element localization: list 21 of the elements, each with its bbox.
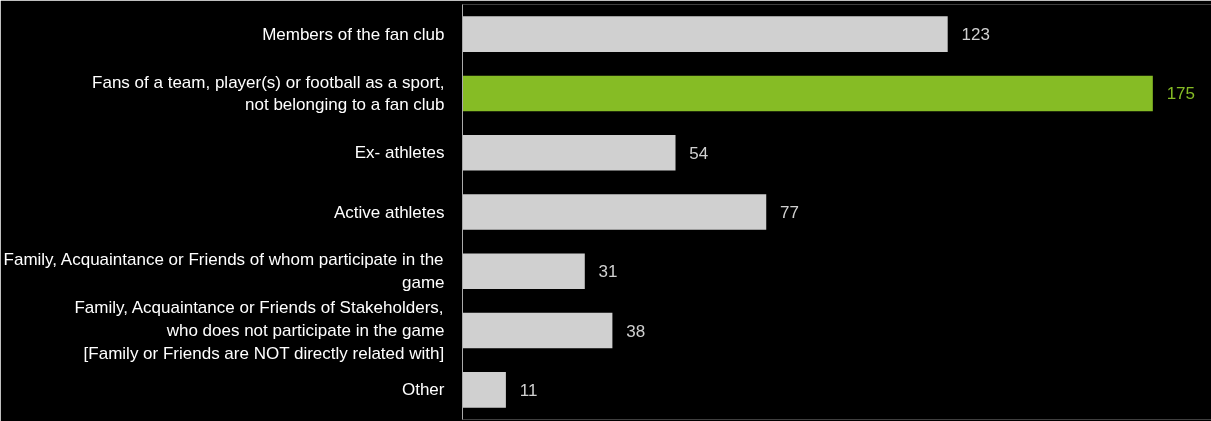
bar bbox=[462, 75, 1153, 112]
data-label: 38 bbox=[626, 321, 646, 341]
data-label: 123 bbox=[961, 25, 990, 45]
bar bbox=[462, 194, 767, 230]
y-tick-label: Other bbox=[401, 380, 445, 400]
bar bbox=[462, 253, 585, 290]
data-label: 11 bbox=[519, 380, 538, 400]
bar bbox=[462, 312, 613, 349]
bar bbox=[462, 372, 506, 408]
y-tick-label: Ex- athletes bbox=[354, 143, 445, 163]
data-label: 31 bbox=[598, 262, 618, 282]
y-tick-label: Fans of a team, player(s) or football as a sport, not belonging to a fan club bbox=[92, 72, 445, 115]
data-label: 175 bbox=[1166, 84, 1195, 104]
bar bbox=[462, 134, 676, 171]
y-tick-label: Members of the fan club bbox=[262, 24, 445, 44]
y-tick-label: Family, Acquaintance or Friends of Stakeholders, who does not participate in the game [Family or Friends are NOT directly related with] bbox=[74, 298, 445, 363]
data-label: 54 bbox=[689, 143, 709, 163]
data-label: 77 bbox=[780, 203, 799, 222]
y-tick-label: Family, Acquaintance or Friends of whom participate in the game bbox=[3, 250, 445, 293]
bar bbox=[462, 16, 948, 52]
y-tick-label: Active athletes bbox=[333, 202, 445, 222]
